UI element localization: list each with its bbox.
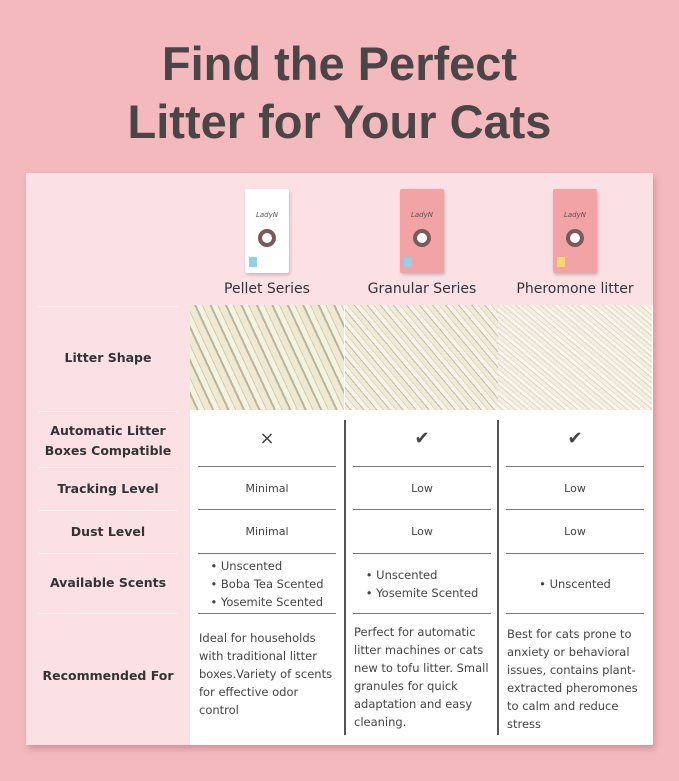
- recommended-for-text: Perfect for automatic litter machines or…: [354, 625, 489, 729]
- cat-mascot-icon: [566, 229, 584, 247]
- tracking-level: Minimal: [245, 482, 289, 495]
- row-label-column: [26, 173, 190, 745]
- auto-compatible-mark: ×: [259, 427, 275, 449]
- litter-shape-photo: [345, 305, 499, 410]
- recommended-for-text: Ideal for households with traditional li…: [199, 631, 333, 717]
- available-scents: • Unscented • Boba Tea Scented • Yosemite …: [190, 554, 344, 613]
- available-scents: • Unscented: [498, 554, 652, 613]
- divider: [353, 466, 491, 467]
- scent-item: • Unscented: [539, 576, 611, 591]
- divider: [38, 411, 178, 412]
- brand-logo: LadyN: [563, 211, 586, 219]
- product-package-image: LadyN: [553, 189, 597, 273]
- column-divider: [497, 420, 499, 735]
- product-header: LadyN Pellet Series: [190, 173, 344, 305]
- product-header: LadyN Granular Series: [345, 173, 499, 305]
- divider: [506, 553, 644, 554]
- scent-item: • Unscented: [365, 567, 438, 582]
- row-label-recommended: Recommended For: [42, 668, 174, 683]
- scent-item: • Yosemite Scented: [210, 594, 323, 609]
- divider: [198, 509, 336, 510]
- row-label-litter-shape: Litter Shape: [64, 349, 152, 365]
- divider: [38, 613, 178, 614]
- divider: [353, 553, 491, 554]
- row-label-tracking: Tracking Level: [57, 480, 159, 496]
- divider: [198, 553, 336, 554]
- column-divider: [344, 420, 346, 735]
- product-name: Pellet Series: [224, 281, 310, 297]
- headline-line-2: Litter for Your Cats: [127, 95, 552, 148]
- divider: [38, 306, 178, 307]
- divider: [38, 467, 178, 468]
- divider: [353, 509, 491, 510]
- dust-level: Low: [564, 525, 586, 538]
- headline-line-1: Find the Perfect: [161, 37, 518, 90]
- auto-compatible-mark: ✔: [414, 427, 430, 449]
- divider: [353, 613, 491, 614]
- divider: [506, 613, 644, 614]
- available-scents: • Unscented • Yosemite Scented: [345, 554, 499, 613]
- row-label-auto-compatible: Automatic Litter Boxes Compatible: [44, 422, 172, 458]
- litter-shape-photo: [498, 305, 652, 410]
- product-package-image: LadyN: [245, 189, 289, 273]
- divider: [506, 509, 644, 510]
- divider: [38, 510, 178, 511]
- dust-level: Low: [411, 525, 433, 538]
- divider: [198, 466, 336, 467]
- scent-item: • Boba Tea Scented: [210, 576, 324, 591]
- comparison-table: Litter Shape Automatic Litter Boxes Comp…: [26, 173, 653, 745]
- product-header: LadyN Pheromone litter: [498, 173, 652, 305]
- tracking-level: Low: [411, 482, 433, 495]
- color-tag: [249, 257, 257, 267]
- cat-mascot-icon: [413, 229, 431, 247]
- color-tag: [557, 257, 565, 267]
- product-name: Pheromone litter: [516, 281, 634, 297]
- scent-item: • Unscented: [210, 558, 283, 573]
- row-label-scents: Available Scents: [49, 575, 167, 590]
- recommended-for-text: Best for cats prone to anxiety or behavi…: [507, 627, 638, 731]
- auto-compatible-mark: ✔: [567, 427, 583, 449]
- dust-level: Minimal: [245, 525, 289, 538]
- litter-shape-photo: [190, 305, 344, 410]
- scent-item: • Yosemite Scented: [365, 585, 479, 600]
- cat-mascot-icon: [258, 229, 276, 247]
- divider: [198, 613, 336, 614]
- color-tag: [404, 257, 412, 267]
- brand-logo: LadyN: [255, 211, 278, 219]
- divider: [506, 466, 644, 467]
- product-package-image: LadyN: [400, 189, 444, 273]
- tracking-level: Low: [564, 482, 586, 495]
- row-label-dust: Dust Level: [70, 523, 146, 539]
- brand-logo: LadyN: [410, 211, 433, 219]
- divider: [38, 553, 178, 554]
- product-name: Granular Series: [367, 281, 477, 297]
